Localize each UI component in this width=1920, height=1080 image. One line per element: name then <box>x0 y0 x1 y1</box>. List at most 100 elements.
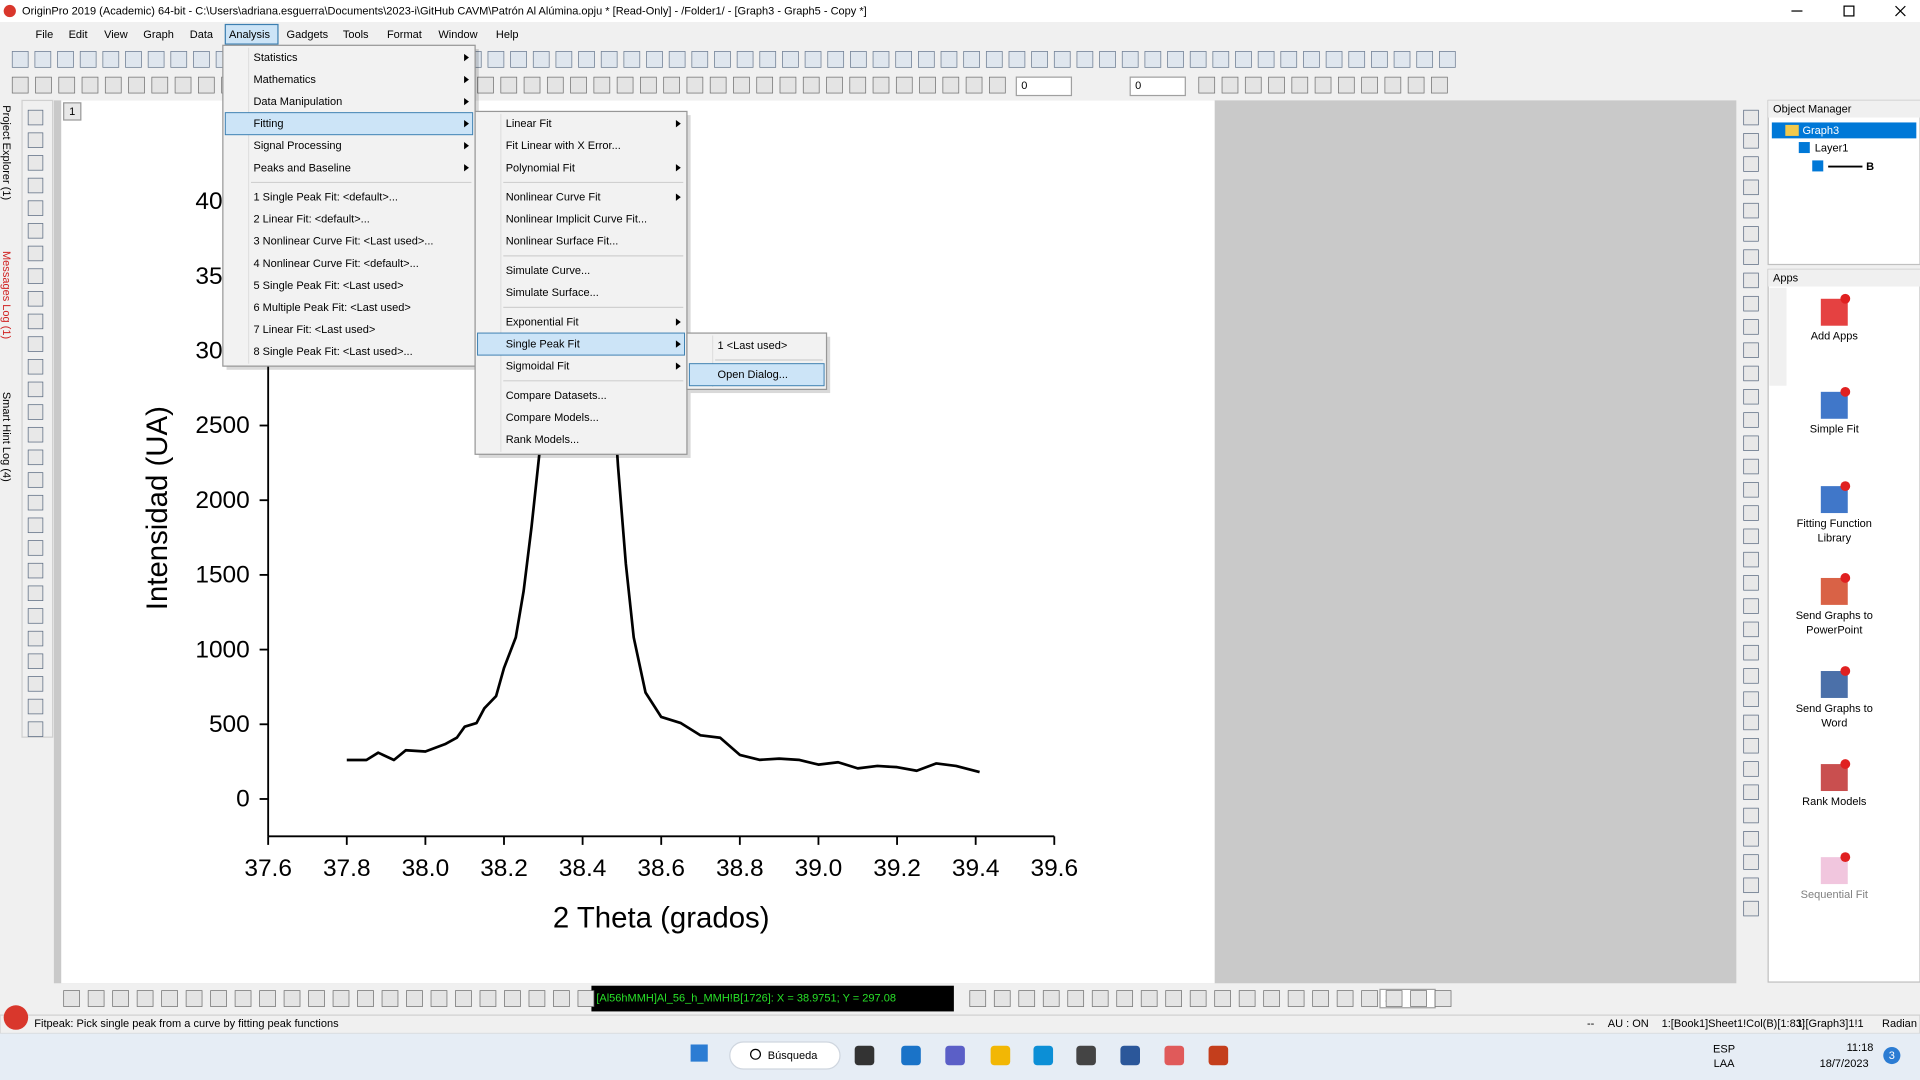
app-label[interactable]: Simple Fit <box>1810 424 1859 436</box>
menu-item[interactable]: Window <box>438 29 477 41</box>
toolbar-icon[interactable] <box>357 990 374 1007</box>
toolbar-icon[interactable] <box>1348 51 1366 68</box>
toolbar-icon[interactable] <box>11 76 29 94</box>
toolbar-icon[interactable] <box>87 990 105 1007</box>
toolbar-icon[interactable] <box>872 76 890 94</box>
menu-item[interactable]: 8 Single Peak Fit: <Last used>... <box>253 346 412 358</box>
toolbar-icon[interactable] <box>1303 51 1320 68</box>
menu-item[interactable]: Format <box>387 29 422 41</box>
toolbar-icon[interactable] <box>1099 51 1116 68</box>
toolbar-icon[interactable] <box>1393 51 1411 68</box>
toolbar-icon[interactable] <box>963 51 980 68</box>
restore-button[interactable] <box>1843 5 1855 17</box>
toolbar-icon[interactable] <box>1091 990 1109 1007</box>
toolbar-icon[interactable] <box>1244 76 1262 94</box>
app-label[interactable]: Rank Models <box>1802 796 1867 808</box>
menu-item[interactable]: Exponential Fit <box>506 317 579 329</box>
toolbar-icon[interactable] <box>1167 51 1184 68</box>
toolbar-icon[interactable] <box>940 51 958 68</box>
toolbar-icon[interactable] <box>989 76 1006 94</box>
tool-icon[interactable] <box>27 313 44 330</box>
toolbar-icon[interactable] <box>128 76 145 94</box>
toolbar-icon[interactable] <box>826 76 843 94</box>
toolbar-icon[interactable] <box>1287 990 1305 1007</box>
toolbar-icon[interactable] <box>1336 990 1354 1007</box>
app-icon[interactable] <box>1820 486 1848 514</box>
taskbar-app[interactable] <box>854 1045 875 1066</box>
menu-item[interactable]: Nonlinear Curve Fit <box>506 192 601 204</box>
toolbar-icon[interactable] <box>1189 51 1207 68</box>
toolbar-icon[interactable] <box>640 76 657 94</box>
tool-icon[interactable] <box>1743 668 1759 684</box>
app-icon[interactable] <box>1820 391 1848 419</box>
toolbar-icon[interactable] <box>1053 51 1071 68</box>
toolbar-icon[interactable] <box>1121 51 1139 68</box>
tool-icon[interactable] <box>1743 621 1759 638</box>
toolbar-icon[interactable] <box>1314 76 1332 94</box>
toolbar-icon[interactable] <box>1439 51 1456 68</box>
toolbar-icon[interactable] <box>1434 990 1452 1007</box>
tool-icon[interactable] <box>27 268 44 284</box>
tool-icon[interactable] <box>27 585 44 601</box>
toolbar-icon[interactable] <box>11 51 29 68</box>
toolbar-icon[interactable] <box>985 51 1003 68</box>
tool-icon[interactable] <box>1743 482 1759 498</box>
tool-icon[interactable] <box>27 517 44 534</box>
toolbar-icon[interactable] <box>332 990 350 1007</box>
toolbar-icon[interactable] <box>35 76 52 94</box>
toolbar-icon[interactable] <box>528 990 546 1007</box>
toolbar-icon[interactable] <box>57 51 74 68</box>
toolbar-icon[interactable] <box>104 76 122 94</box>
taskbar-app[interactable] <box>990 1045 1011 1066</box>
tool-icon[interactable] <box>1743 551 1759 568</box>
menu-item[interactable]: Signal Processing <box>253 140 341 152</box>
toolbar-icon[interactable] <box>623 51 641 68</box>
menu-item[interactable]: Fit Linear with X Error... <box>506 140 621 152</box>
app-icon[interactable] <box>1820 671 1848 698</box>
menu-item[interactable]: File <box>36 29 54 41</box>
tool-icon[interactable] <box>1743 807 1759 824</box>
toolbar-icon[interactable] <box>804 51 822 68</box>
toolbar-icon[interactable] <box>170 51 188 68</box>
checkbox[interactable] <box>1812 160 1824 172</box>
tool-icon[interactable] <box>27 426 44 443</box>
tool-icon[interactable] <box>27 630 44 647</box>
toolbar-icon[interactable] <box>570 76 587 94</box>
menu-item[interactable]: 1 <Last used> <box>718 340 788 352</box>
toolbar-icon[interactable] <box>381 990 399 1007</box>
menu-item[interactable]: 2 Linear Fit: <default>... <box>253 214 369 226</box>
menu-item[interactable]: Polynomial Fit <box>506 162 575 174</box>
toolbar-icon[interactable] <box>1018 990 1036 1007</box>
tool-icon[interactable] <box>1743 365 1759 382</box>
toolbar-icon[interactable] <box>759 51 777 68</box>
toolbar-icon[interactable] <box>850 51 867 68</box>
toolbar-icon[interactable] <box>479 990 497 1007</box>
toolbar-icon[interactable] <box>965 76 983 94</box>
toolbar-field[interactable] <box>1129 76 1186 97</box>
toolbar-icon[interactable] <box>577 990 595 1007</box>
app-label[interactable]: Send Graphs to <box>1796 703 1873 715</box>
toolbar-icon[interactable] <box>802 76 820 94</box>
toolbar-icon[interactable] <box>125 51 142 68</box>
menu-item[interactable]: 4 Nonlinear Curve Fit: <default>... <box>253 258 418 270</box>
side-tab[interactable]: Smart Hint Log (4) <box>0 392 12 482</box>
menu-item[interactable]: Simulate Surface... <box>506 287 599 299</box>
toolbar-icon[interactable] <box>161 990 178 1007</box>
menu-item[interactable]: Rank Models... <box>506 434 579 446</box>
tool-icon[interactable] <box>27 698 44 715</box>
toolbar-icon[interactable] <box>406 990 423 1007</box>
toolbar-icon[interactable] <box>1042 990 1060 1007</box>
toolbar-icon[interactable] <box>1410 990 1427 1007</box>
tool-icon[interactable] <box>1743 133 1759 149</box>
toolbar-icon[interactable] <box>546 76 564 94</box>
taskbar-app[interactable] <box>901 1045 921 1066</box>
menu-item[interactable]: Peaks and Baseline <box>253 162 350 174</box>
menu-item[interactable]: Data <box>190 29 214 41</box>
taskbar-app[interactable] <box>1033 1045 1054 1066</box>
toolbar-icon[interactable] <box>308 990 325 1007</box>
app-icon[interactable] <box>1820 577 1848 605</box>
app-icon[interactable] <box>1820 298 1848 326</box>
toolbar-icon[interactable] <box>1189 990 1207 1007</box>
menu-item[interactable]: 5 Single Peak Fit: <Last used> <box>253 280 403 292</box>
tool-icon[interactable] <box>27 449 44 466</box>
